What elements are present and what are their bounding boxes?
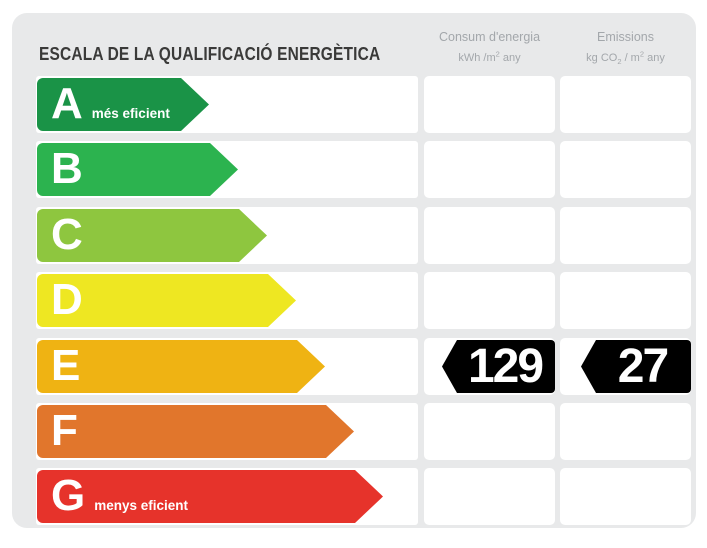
rating-row-c: C: [12, 207, 707, 264]
rating-row-d: D: [12, 272, 707, 329]
rating-letter: C: [51, 210, 83, 259]
rating-letter: E: [51, 341, 81, 390]
energy-scale-card: ESCALA DE LA QUALIFICACIÓ ENERGÈTICA Con…: [12, 13, 696, 528]
consum-cell: [424, 272, 555, 329]
rating-letter: F: [51, 406, 78, 455]
consum-column-unit: kWh /m2 any: [458, 49, 521, 64]
emissions-cell: [560, 141, 691, 198]
efficiency-note: més eficient: [91, 106, 170, 121]
emissions-column-unit: kg CO2 / m2 any: [586, 49, 665, 67]
consum-cell: [424, 403, 555, 460]
emissions-cell: [560, 207, 691, 264]
consum-cell: [424, 76, 555, 133]
emissions-cell: [560, 76, 691, 133]
consum-cell: [424, 207, 555, 264]
emissions-value: 27: [617, 339, 669, 393]
consum-cell: [424, 468, 555, 525]
rating-arrow-b: B: [37, 143, 238, 196]
rating-row-f: F: [12, 403, 707, 460]
consum-cell: [424, 141, 555, 198]
rating-letter: D: [51, 275, 83, 324]
rating-arrow-d: D: [37, 274, 296, 327]
consum-value: 129: [467, 339, 544, 393]
column-header-emissions: Emissions kg CO2 / m2 any: [560, 30, 691, 66]
emissions-column-label: Emissions: [597, 30, 654, 44]
rating-arrow-c: C: [37, 209, 267, 262]
consum-column-label: Consum d'energia: [438, 30, 541, 44]
consum-value-badge: 129: [442, 340, 555, 393]
rating-row-b: B: [12, 141, 707, 198]
emissions-cell: [560, 403, 691, 460]
rating-arrow-e: E: [37, 340, 325, 393]
page-title: ESCALA DE LA QUALIFICACIÓ ENERGÈTICA: [39, 44, 381, 64]
emissions-cell: [560, 272, 691, 329]
rating-letter: A: [51, 79, 83, 128]
rating-letter: G: [51, 471, 86, 520]
rating-row-e: E 129 27: [12, 338, 707, 395]
efficiency-note: menys eficient: [94, 498, 189, 513]
emissions-cell: [560, 468, 691, 525]
column-header-consum: Consum d'energia kWh /m2 any: [424, 30, 555, 66]
emissions-value-badge: 27: [581, 340, 691, 393]
rating-letter: B: [51, 144, 83, 193]
rating-arrow-f: F: [37, 405, 354, 458]
